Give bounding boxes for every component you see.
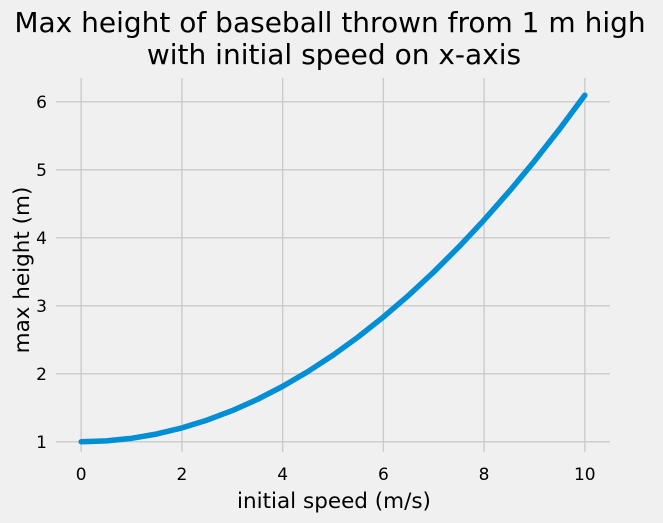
y-tick-label: 4 xyxy=(36,229,47,249)
x-tick-labels: 0 2 4 6 8 10 xyxy=(76,465,596,485)
y-tick-label: 6 xyxy=(36,93,47,113)
series-group xyxy=(78,92,588,445)
x-tick-label: 6 xyxy=(378,465,389,485)
chart-title: Max height of baseball thrown from 1 m h… xyxy=(14,6,645,39)
y-tick-label: 5 xyxy=(36,161,47,181)
x-tick-label: 0 xyxy=(76,465,87,485)
x-axis-label: initial speed (m/s) xyxy=(237,489,431,514)
series-line xyxy=(78,92,588,445)
y-tick-label: 2 xyxy=(36,365,47,385)
y-axis-label: max height (m) xyxy=(10,187,35,354)
y-tick-labels: 1 2 3 4 5 6 xyxy=(36,93,47,453)
grid xyxy=(56,78,610,452)
x-tick-label: 2 xyxy=(176,465,187,485)
x-tick-label: 10 xyxy=(574,465,596,485)
x-tick-label: 4 xyxy=(277,465,288,485)
x-tick-label: 8 xyxy=(479,465,490,485)
chart-subtitle: with initial speed on x-axis xyxy=(147,38,521,71)
y-tick-label: 3 xyxy=(36,297,47,317)
y-tick-label: 1 xyxy=(36,433,47,453)
